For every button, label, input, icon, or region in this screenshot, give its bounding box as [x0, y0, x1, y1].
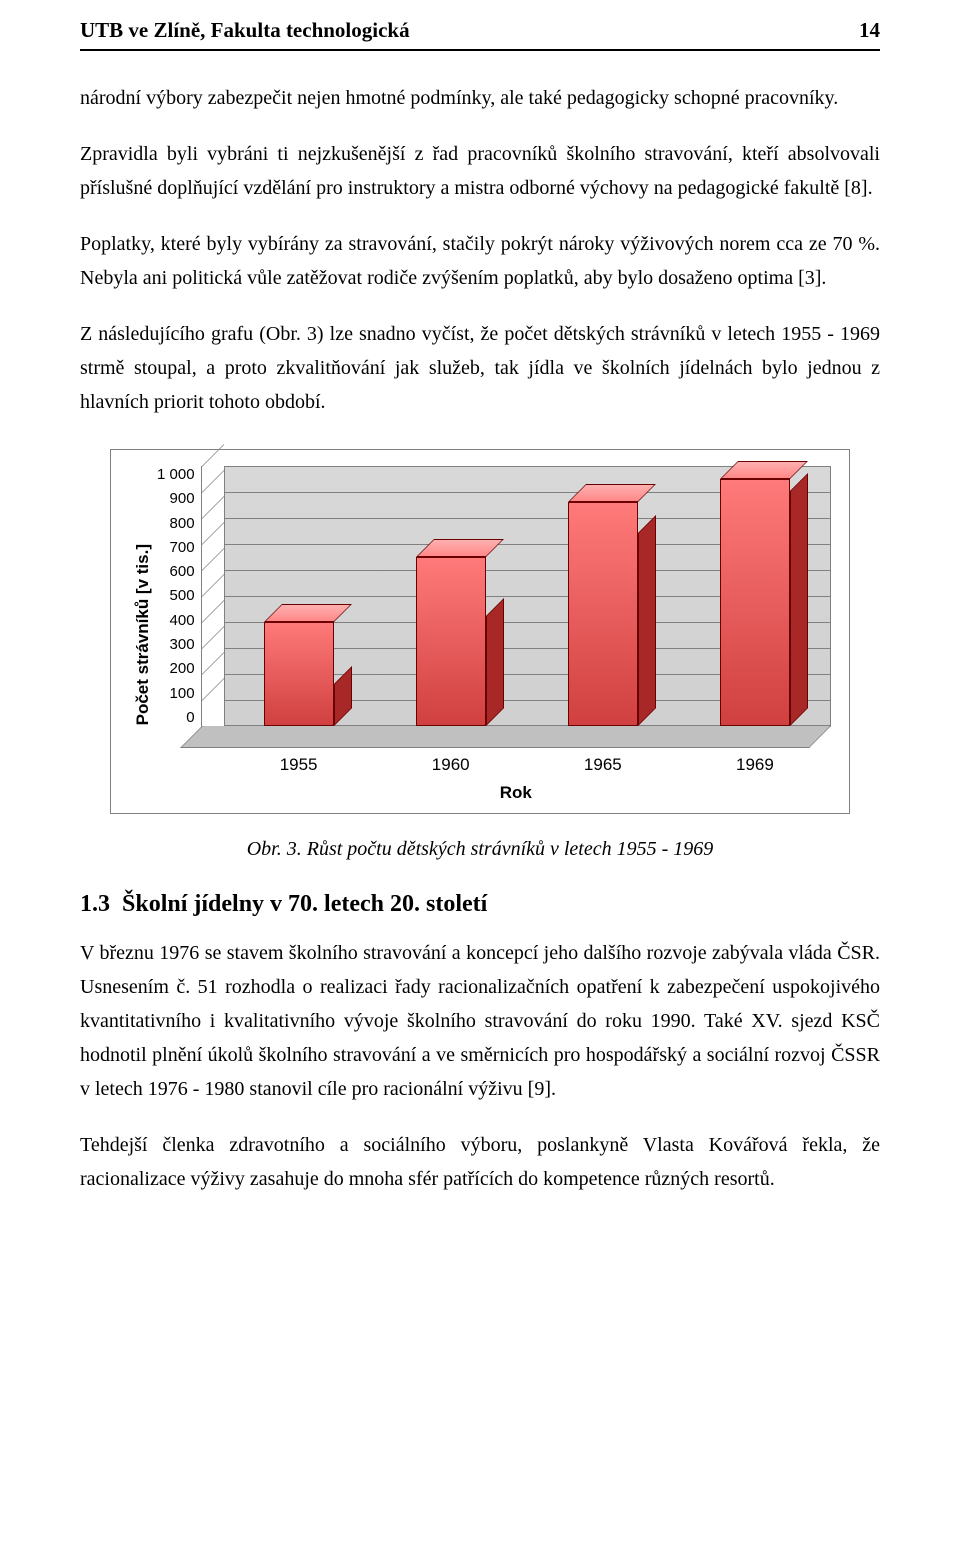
section-title: Školní jídelny v 70. letech 20. století: [122, 891, 487, 917]
gridline-side: [202, 496, 224, 519]
y-tick: 400: [157, 612, 195, 629]
x-axis-ticks: 1955 1960 1965 1969: [223, 755, 831, 775]
y-tick: 100: [157, 685, 195, 702]
bar-front: [416, 557, 486, 726]
y-axis-label: Počet strávníků [v tis.]: [129, 544, 157, 725]
gridline-side: [202, 678, 224, 701]
gridline-side: [202, 652, 224, 675]
bar-front: [720, 479, 790, 726]
header-rule: [80, 49, 880, 51]
y-tick: 600: [157, 563, 195, 580]
paragraph-1: národní výbory zabezpečit nejen hmotné p…: [80, 81, 880, 115]
y-tick: 800: [157, 515, 195, 532]
y-tick: 900: [157, 490, 195, 507]
chart-frame: Počet strávníků [v tis.] 1 000 900 800 7…: [129, 466, 831, 803]
paragraph-3: Poplatky, které byly vybírány za stravov…: [80, 227, 880, 295]
page-header: UTB ve Zlíně, Fakulta technologická 14: [80, 0, 880, 49]
bars-group: [224, 466, 831, 726]
x-tick: 1960: [432, 755, 470, 775]
y-tick: 500: [157, 587, 195, 604]
page: UTB ve Zlíně, Fakulta technologická 14 n…: [0, 0, 960, 1278]
gridline-side: [202, 470, 224, 493]
header-institution: UTB ve Zlíně, Fakulta technologická: [80, 18, 410, 43]
gridline-side: [202, 626, 224, 649]
gridline-side: [202, 548, 224, 571]
y-tick: 300: [157, 636, 195, 653]
bar-1965: [568, 502, 638, 726]
bar-top: [568, 484, 656, 502]
section-heading: 1.3 Školní jídelny v 70. letech 20. stol…: [80, 891, 880, 918]
x-tick: 1969: [736, 755, 774, 775]
bar-side: [790, 473, 808, 726]
y-tick: 200: [157, 660, 195, 677]
gridline-side: [202, 444, 224, 467]
bar-1955: [264, 622, 334, 726]
page-number: 14: [859, 18, 880, 43]
chart-floor: [180, 726, 831, 748]
paragraph-4: Z následujícího grafu (Obr. 3) lze snadn…: [80, 317, 880, 419]
bar-side: [638, 515, 656, 726]
plot-area: 1955 1960 1965 1969 Rok: [201, 466, 831, 803]
y-tick: 700: [157, 539, 195, 556]
x-tick: 1965: [584, 755, 622, 775]
paragraph-5: V březnu 1976 se stavem školního stravov…: [80, 936, 880, 1106]
gridline-side: [202, 522, 224, 545]
y-tick: 0: [157, 709, 195, 726]
bar-1969: [720, 479, 790, 726]
bar-side: [334, 666, 352, 726]
figure-caption: Obr. 3. Růst počtu dětských strávníků v …: [80, 838, 880, 861]
y-tick: 1 000: [157, 466, 195, 483]
x-axis-label: Rok: [201, 783, 831, 803]
bar-1960: [416, 557, 486, 726]
section-number: 1.3: [80, 891, 110, 917]
bar-side: [486, 598, 504, 726]
bar-front: [568, 502, 638, 726]
gridline-side: [202, 574, 224, 597]
gridline-side: [202, 600, 224, 623]
chart-container: Počet strávníků [v tis.] 1 000 900 800 7…: [110, 449, 850, 814]
bar-front: [264, 622, 334, 726]
plot-3d: [201, 466, 831, 727]
bar-top: [264, 604, 352, 622]
bar-top: [720, 461, 808, 479]
paragraph-2: Zpravidla byli vybráni ti nejzkušenější …: [80, 137, 880, 205]
paragraph-6: Tehdejší členka zdravotního a sociálního…: [80, 1128, 880, 1196]
bar-top: [416, 539, 504, 557]
x-tick: 1955: [280, 755, 318, 775]
y-axis-ticks: 1 000 900 800 700 600 500 400 300 200 10…: [157, 466, 201, 726]
